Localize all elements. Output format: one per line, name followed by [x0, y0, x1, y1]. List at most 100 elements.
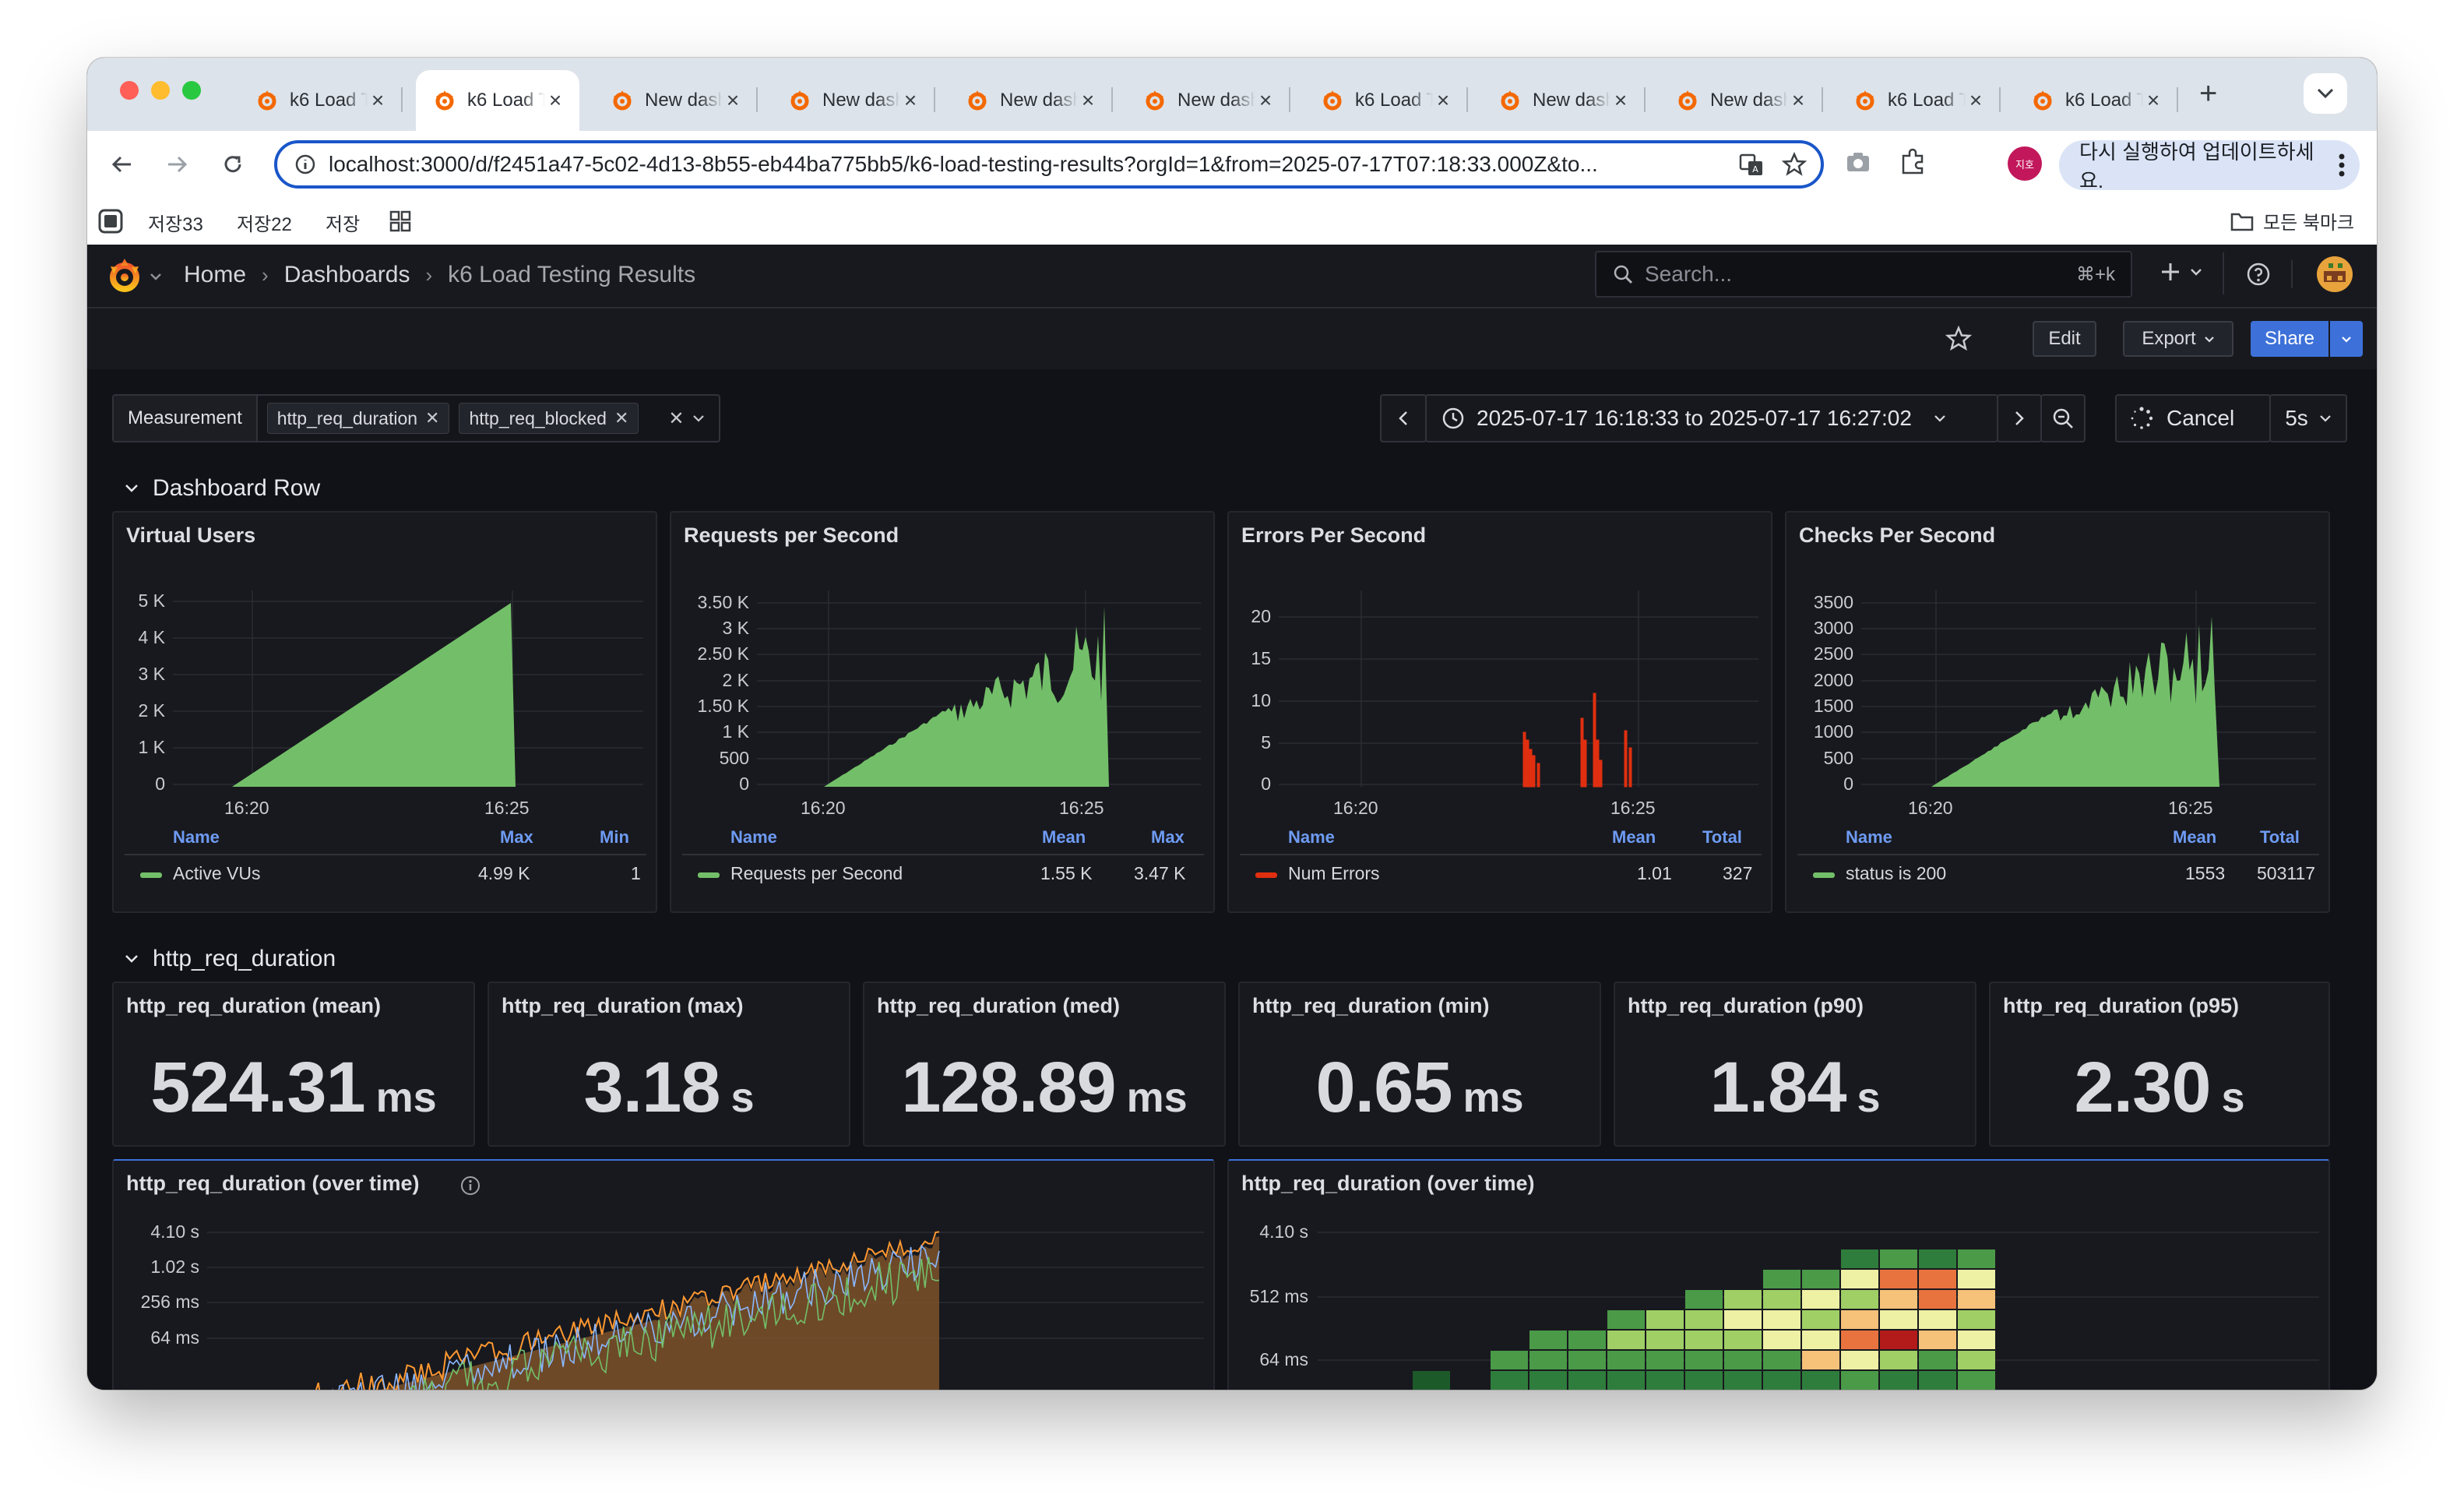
- search-input[interactable]: Search... ⌘+k: [1595, 251, 2132, 298]
- browser-tab[interactable]: New dashboard×: [949, 70, 1113, 131]
- row-toggle-http-req-duration[interactable]: http_req_duration: [125, 946, 336, 972]
- close-tab-icon[interactable]: ×: [548, 88, 562, 112]
- translate-icon[interactable]: A: [1738, 151, 1765, 178]
- close-tab-icon[interactable]: ×: [371, 88, 385, 112]
- export-button[interactable]: Export: [2123, 321, 2233, 357]
- grafana-favicon-icon: [611, 89, 634, 112]
- close-tab-icon[interactable]: ×: [1791, 88, 1805, 112]
- star-icon[interactable]: [1945, 326, 1972, 352]
- info-icon[interactable]: [459, 1175, 481, 1197]
- minimize-window-button[interactable]: [151, 81, 170, 100]
- remove-chip-icon[interactable]: ✕: [425, 408, 440, 428]
- browser-tab[interactable]: New dashboard×: [1126, 70, 1290, 131]
- variable-chip[interactable]: http_req_duration ✕: [266, 403, 450, 434]
- time-shift-back-button[interactable]: [1380, 394, 1427, 442]
- breadcrumb-separator-icon: ›: [425, 263, 433, 287]
- apps-grid-icon[interactable]: [389, 210, 411, 232]
- panel-checks-per-second[interactable]: Checks Per Second 3500 3000 2500 2000 15…: [1785, 511, 2330, 913]
- user-avatar[interactable]: [2316, 256, 2353, 293]
- more-vert-icon[interactable]: [2338, 152, 2346, 178]
- address-bar[interactable]: localhost:3000/d/f2451a47-5c02-4d13-8b55…: [274, 140, 1824, 189]
- browser-tab[interactable]: k6 Load Testing Results×: [1836, 70, 2001, 131]
- panel-duration-over-time-timeseries[interactable]: http_req_duration (over time) 4.10 s 1.0…: [112, 1159, 1215, 1390]
- y-tick-label: 3 K: [722, 618, 749, 638]
- bookmark-2[interactable]: 저장22: [237, 214, 292, 235]
- browser-tab[interactable]: k6 Load Testing Results×: [2014, 70, 2178, 131]
- browser-tab[interactable]: New dashboard×: [593, 70, 758, 131]
- tab-search-button[interactable]: [2304, 73, 2347, 114]
- zoom-window-button[interactable]: [182, 81, 201, 100]
- help-icon[interactable]: [2246, 262, 2271, 287]
- heatmap-cell: [1646, 1351, 1684, 1369]
- bookmark-1[interactable]: 저장33: [148, 214, 203, 235]
- camera-icon[interactable]: [1844, 148, 1872, 176]
- chevron-down-icon[interactable]: [150, 273, 162, 280]
- close-tab-icon[interactable]: ×: [726, 88, 740, 112]
- panel-errors-per-second[interactable]: Errors Per Second 20 15 10 5 0 16:20 16:…: [1227, 511, 1772, 913]
- close-tab-icon[interactable]: ×: [1258, 88, 1272, 112]
- browser-tab[interactable]: New dashboard×: [1659, 70, 1823, 131]
- panel-virtual-users[interactable]: Virtual Users 5 K 4 K 3 K 2 K 1 K 0 16:2…: [112, 511, 657, 913]
- grafana-logo-icon[interactable]: [104, 256, 145, 296]
- panel-requests-per-second[interactable]: Requests per Second 3.50 K 3 K 2.50 K 2 …: [670, 511, 1215, 913]
- close-tab-icon[interactable]: ×: [1969, 88, 1983, 112]
- stat-panel-med[interactable]: http_req_duration (med) 128.89 ms: [863, 982, 1226, 1147]
- stat-panel-min[interactable]: http_req_duration (min) 0.65 ms: [1238, 982, 1601, 1147]
- y-tick-label: 500: [719, 748, 749, 768]
- browser-tab[interactable]: k6 Load Testing Results×: [1304, 70, 1468, 131]
- stat-panel-max[interactable]: http_req_duration (max) 3.18 s: [488, 982, 850, 1147]
- cancel-refresh-button[interactable]: Cancel: [2115, 394, 2271, 442]
- forward-button[interactable]: [157, 145, 196, 184]
- site-info-icon[interactable]: [294, 153, 316, 175]
- browser-tab[interactable]: New dashboard×: [771, 70, 935, 131]
- refresh-interval-picker[interactable]: 5s: [2269, 394, 2347, 442]
- stat-panel-p95[interactable]: http_req_duration (p95) 2.30 s: [1989, 982, 2330, 1147]
- legend-value: 327: [1723, 863, 1753, 883]
- close-tab-icon[interactable]: ×: [1614, 88, 1628, 112]
- share-menu-button[interactable]: [2330, 321, 2363, 357]
- edit-button[interactable]: Edit: [2033, 321, 2096, 357]
- panel-duration-over-time-heatmap[interactable]: http_req_duration (over time) 4.10 s 512…: [1227, 1159, 2330, 1390]
- back-button[interactable]: [103, 145, 142, 184]
- close-tab-icon[interactable]: ×: [1081, 88, 1095, 112]
- clear-variable-icon[interactable]: ✕: [668, 407, 685, 429]
- browser-tab[interactable]: k6 Load Testing Results×: [416, 70, 579, 131]
- close-window-button[interactable]: [120, 81, 139, 100]
- stat-value: 2.30: [2074, 1048, 2211, 1127]
- variable-chip[interactable]: http_req_blocked ✕: [459, 403, 639, 434]
- row-toggle-dashboard-row[interactable]: Dashboard Row: [125, 475, 320, 502]
- chevron-down-icon[interactable]: [692, 414, 705, 422]
- time-range-picker[interactable]: 2025-07-17 16:18:33 to 2025-07-17 16:27:…: [1425, 394, 1998, 442]
- measurement-variable[interactable]: Measurement http_req_duration ✕ http_req…: [112, 394, 720, 442]
- tab-groups-icon[interactable]: [98, 209, 123, 234]
- stat-panel-p90[interactable]: http_req_duration (p90) 1.84 s: [1614, 982, 1976, 1147]
- all-bookmarks[interactable]: 모든 북마크: [2230, 207, 2354, 234]
- zoom-out-button[interactable]: [2040, 394, 2086, 442]
- reload-button[interactable]: [213, 145, 252, 184]
- remove-chip-icon[interactable]: ✕: [614, 408, 629, 428]
- update-button[interactable]: 다시 실행하여 업데이트하세요.: [2059, 140, 2360, 192]
- close-tab-icon[interactable]: ×: [903, 88, 917, 112]
- time-shift-forward-button[interactable]: [1997, 394, 2042, 442]
- extensions-icon[interactable]: [1899, 148, 1927, 176]
- legend-series-name[interactable]: Num Errors: [1288, 863, 1380, 883]
- browser-tab[interactable]: New dashboard×: [1481, 70, 1646, 131]
- breadcrumb-dashboards[interactable]: Dashboards: [283, 262, 410, 287]
- add-menu-button[interactable]: [2159, 260, 2202, 284]
- close-tab-icon[interactable]: ×: [2146, 88, 2160, 112]
- share-button[interactable]: Share: [2251, 321, 2328, 357]
- new-tab-button[interactable]: +: [2199, 76, 2218, 111]
- stat-panel-mean[interactable]: http_req_duration (mean) 524.31 ms: [112, 982, 475, 1147]
- breadcrumb-home[interactable]: Home: [184, 262, 247, 287]
- legend-series-name[interactable]: Requests per Second: [730, 863, 903, 883]
- bookmark-star-icon[interactable]: [1782, 152, 1807, 177]
- heatmap-cell: [1802, 1371, 1839, 1390]
- legend-series-name[interactable]: status is 200: [1846, 863, 1947, 883]
- browser-tab[interactable]: k6 Load Testing Results×: [238, 70, 403, 131]
- legend-header-max: Max: [1151, 827, 1184, 847]
- bookmark-3[interactable]: 저장: [326, 214, 361, 235]
- close-tab-icon[interactable]: ×: [1436, 88, 1450, 112]
- heatmap-cell: [1763, 1351, 1800, 1369]
- legend-series-name[interactable]: Active VUs: [173, 863, 261, 883]
- profile-avatar[interactable]: 지호: [2008, 146, 2042, 181]
